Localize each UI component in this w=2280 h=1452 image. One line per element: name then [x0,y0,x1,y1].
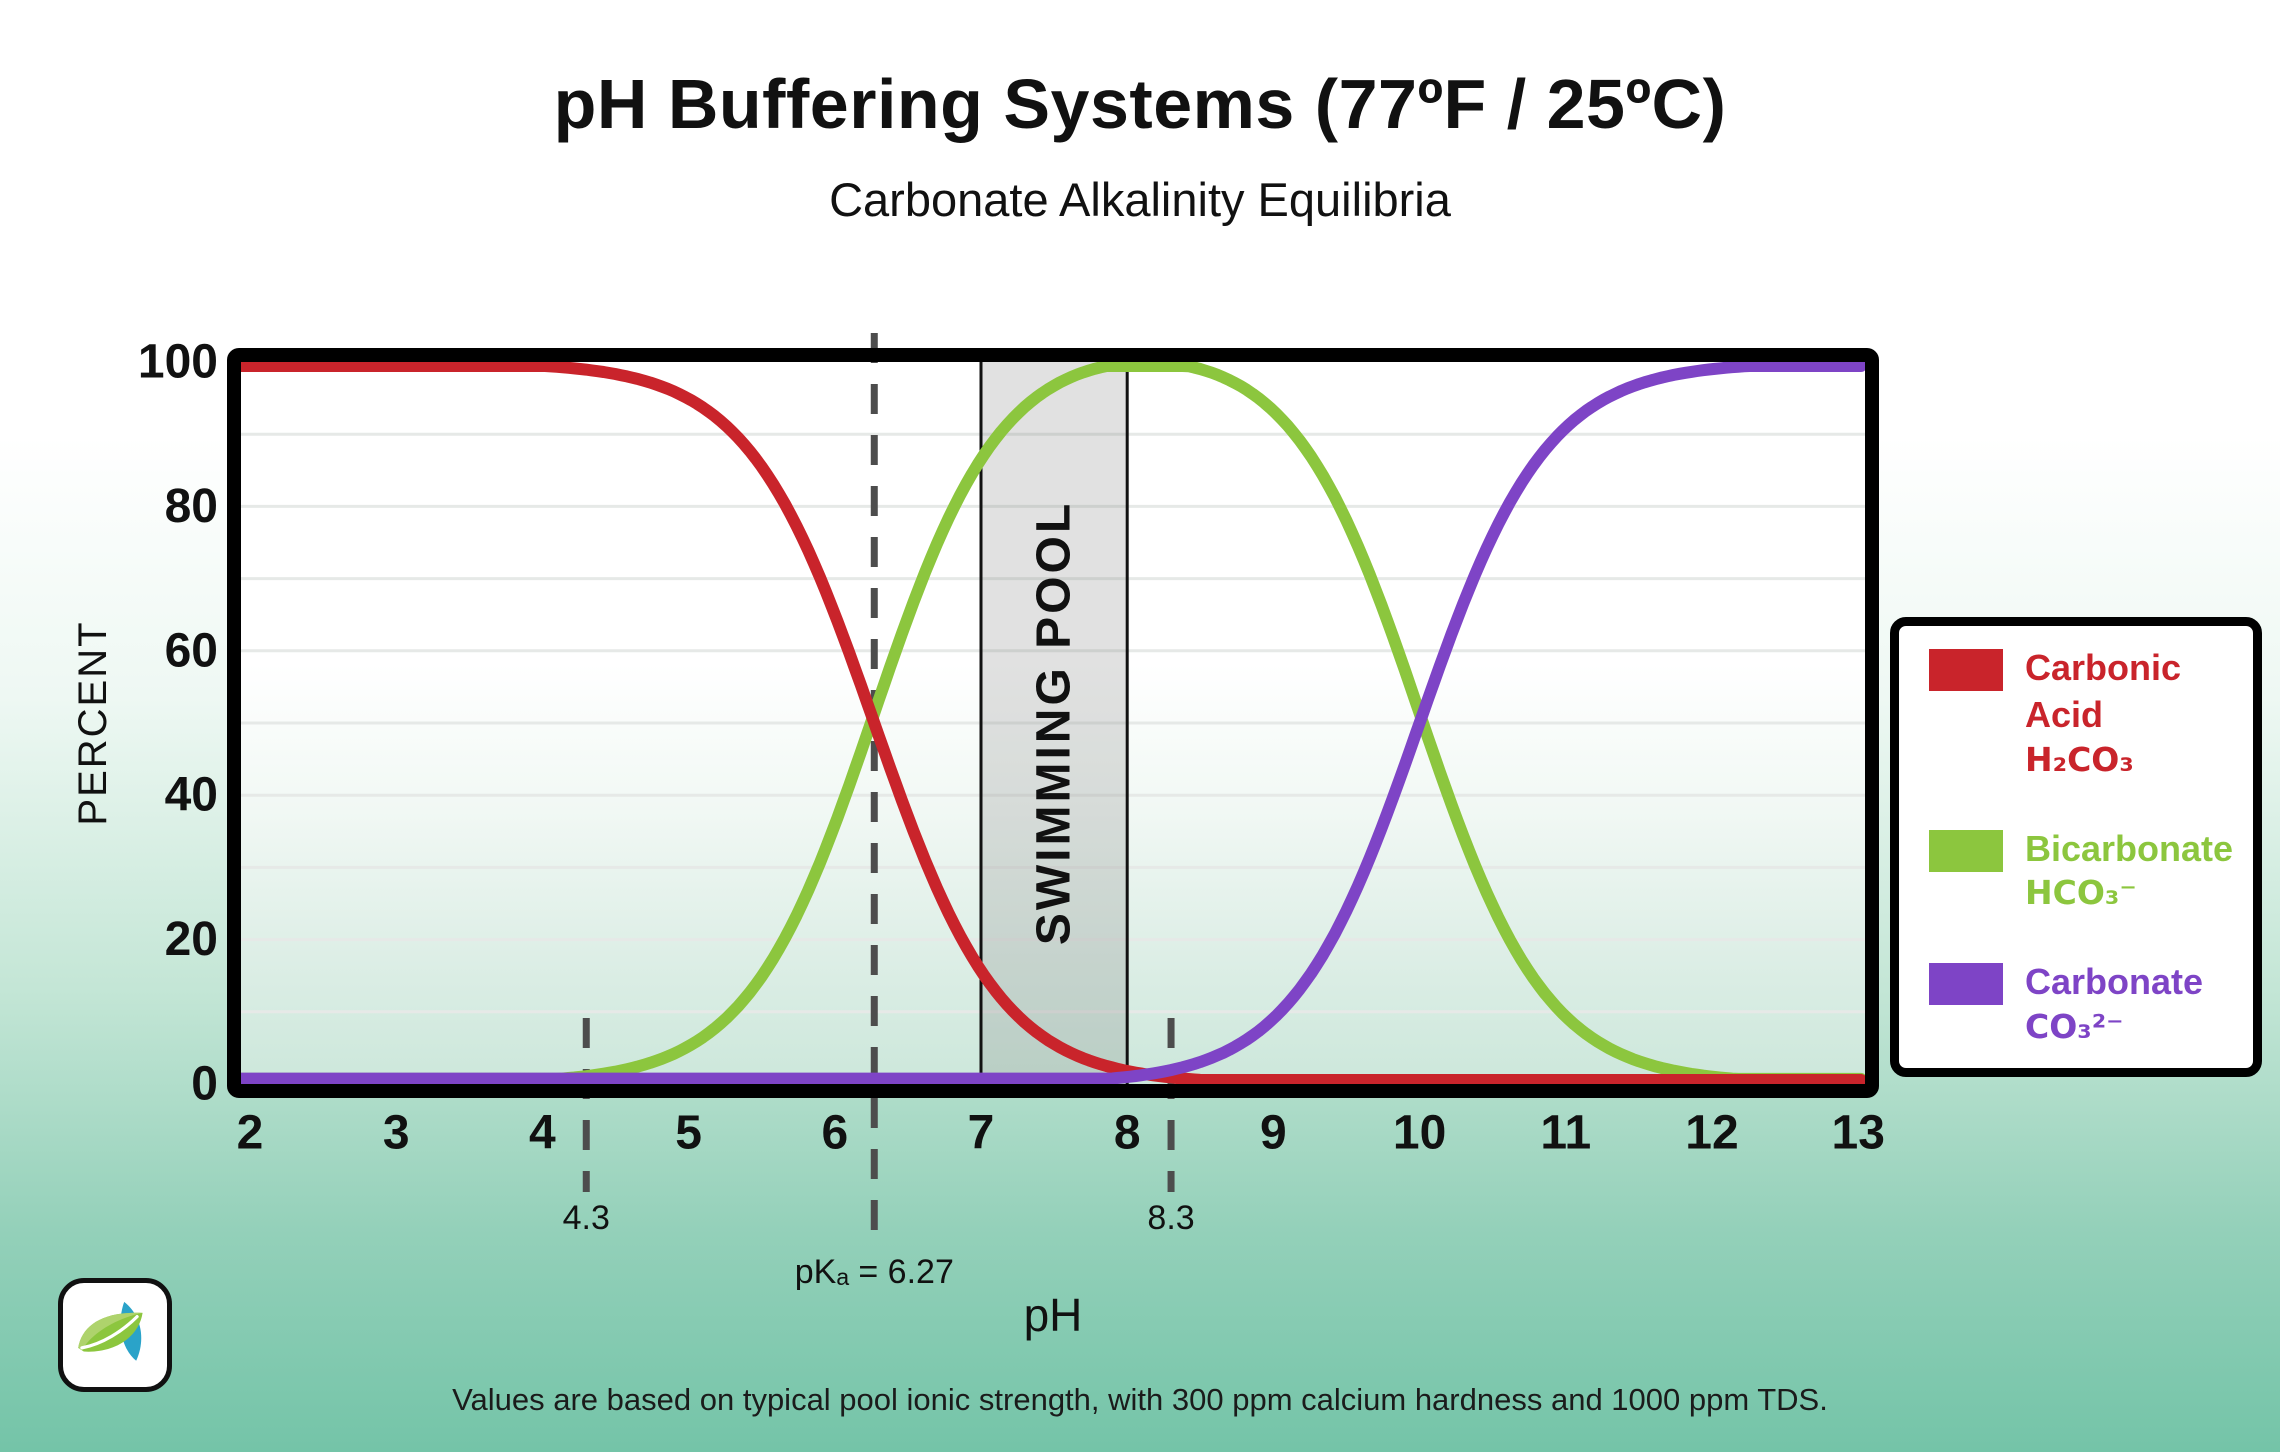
page-subtitle: Carbonate Alkalinity Equilibria [829,173,1451,226]
carbonic-acid-swatch [1929,649,2003,692]
annotation-label-6.27: pKₐ = 6.27 [795,1253,954,1291]
x-tick-label: 7 [968,1107,995,1160]
brand-logo [58,1278,172,1392]
swimming-pool-label: SWIMMING POOL [1028,501,1081,945]
page-title: pH Buffering Systems (77ºF / 25ºC) [553,65,1727,143]
x-tick-label: 8 [1114,1107,1141,1160]
x-tick-label: 4 [529,1107,556,1160]
legend-entry-bicarbonate: Bicarbonate HCO₃⁻ [1929,826,2243,916]
swimming-pool-band [981,362,1128,1084]
y-tick-label: 60 [165,624,218,677]
x-tick-label: 11 [1540,1107,1591,1160]
annotation-label-4.3: 4.3 [563,1199,610,1237]
x-tick-label: 12 [1685,1107,1738,1160]
bicarbonate-swatch [1929,829,2003,872]
legend-formula: CO₃²⁻ [2025,1007,2124,1047]
y-tick-label: 20 [165,913,218,966]
carbonate-curve [235,360,1867,1085]
legend-formula: HCO₃⁻ [2025,873,2137,913]
x-tick-label: 2 [237,1107,264,1160]
plot-frame [227,348,1879,1098]
legend-label: Carbonate [2025,961,2204,1003]
legend-entry-carbonate: Carbonate CO₃²⁻ [1929,959,2243,1049]
x-tick-label: 3 [383,1107,410,1160]
carbonate-swatch [1929,963,2003,1006]
legend-label: Carbonic Acid [2025,647,2182,735]
x-axis-label: pH [1023,1289,1083,1341]
x-tick-label: 5 [675,1107,702,1160]
y-tick-label: 40 [165,769,218,822]
legend-box: Carbonic Acid H₂CO₃ Bicarbonate HCO₃⁻ Ca… [1890,617,2262,1077]
x-tick-label: 9 [1260,1107,1287,1160]
leaf-logo-icon [78,1301,143,1361]
x-tick-label: 10 [1393,1107,1446,1160]
y-tick-label: 0 [191,1058,218,1111]
legend-label: Bicarbonate [2025,827,2234,869]
footnote: Values are based on typical pool ionic s… [452,1382,1828,1417]
y-tick-label: 100 [138,336,218,389]
annotation-label-8.3: 8.3 [1147,1199,1194,1237]
carbonic-acid-curve [235,360,1867,1086]
y-tick-label: 80 [165,480,218,533]
x-tick-label: 13 [1832,1107,1885,1160]
legend-entry-carbonic-acid: Carbonic Acid H₂CO₃ [1929,645,2243,781]
legend-formula: H₂CO₃ [2025,739,2134,779]
x-tick-label: 6 [821,1107,848,1160]
